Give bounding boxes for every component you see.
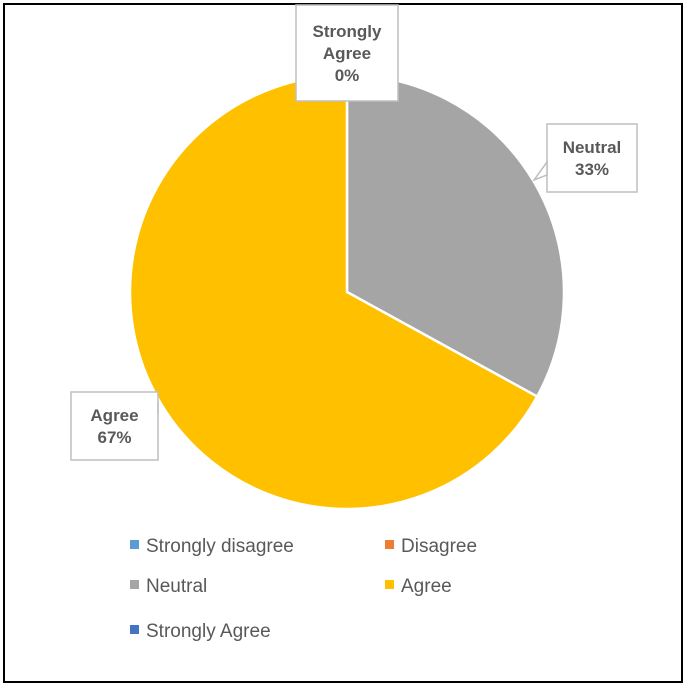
slice-agree xyxy=(128,73,539,511)
slice-neutral xyxy=(345,73,566,399)
legend: Strongly disagree Disagree Neutral Agree Str… xyxy=(130,536,477,642)
legend-label: Neutral xyxy=(146,576,207,597)
callout-box xyxy=(295,4,399,102)
legend-item-strongly-disagree: Strongly disagree xyxy=(130,536,294,557)
legend-item-disagree: Disagree xyxy=(385,536,477,557)
legend-item-agree: Agree xyxy=(385,576,452,597)
legend-swatch xyxy=(130,580,139,589)
data-label-text: 67% xyxy=(97,428,131,447)
legend-swatch xyxy=(130,625,139,634)
data-label-agree: Agree 67% xyxy=(70,391,159,461)
data-label-text: Agree xyxy=(90,406,138,425)
legend-swatch xyxy=(385,540,394,549)
pie-slices xyxy=(128,73,566,511)
legend-label: Strongly disagree xyxy=(146,536,294,557)
callout-box xyxy=(70,391,159,461)
data-labels: Strongly Agree 0% Neutral 33% Agree 67% xyxy=(70,4,638,461)
data-label-strongly-agree: Strongly Agree 0% xyxy=(295,4,399,102)
data-label-neutral: Neutral 33% xyxy=(531,123,638,193)
data-label-text: Agree xyxy=(323,44,371,63)
legend-label: Agree xyxy=(401,576,452,597)
legend-swatch xyxy=(130,540,139,549)
data-label-text: Neutral xyxy=(563,138,622,157)
legend-label: Disagree xyxy=(401,536,477,557)
legend-item-neutral: Neutral xyxy=(130,576,207,597)
data-label-text: 33% xyxy=(575,160,609,179)
legend-label: Strongly Agree xyxy=(146,621,271,642)
legend-swatch xyxy=(385,580,394,589)
callout-pointer xyxy=(531,159,548,182)
callout-box xyxy=(546,123,638,193)
data-label-text: Strongly xyxy=(313,22,382,41)
data-label-text: 0% xyxy=(335,66,360,85)
legend-item-strongly-agree: Strongly Agree xyxy=(130,621,271,642)
